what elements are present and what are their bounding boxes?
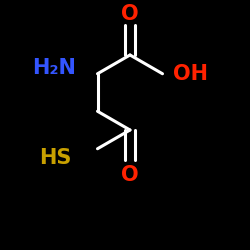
Text: O: O	[121, 165, 139, 185]
Text: OH: OH	[172, 64, 208, 84]
Text: O: O	[121, 4, 139, 24]
Text: HS: HS	[39, 148, 71, 168]
Text: H₂N: H₂N	[32, 58, 76, 78]
